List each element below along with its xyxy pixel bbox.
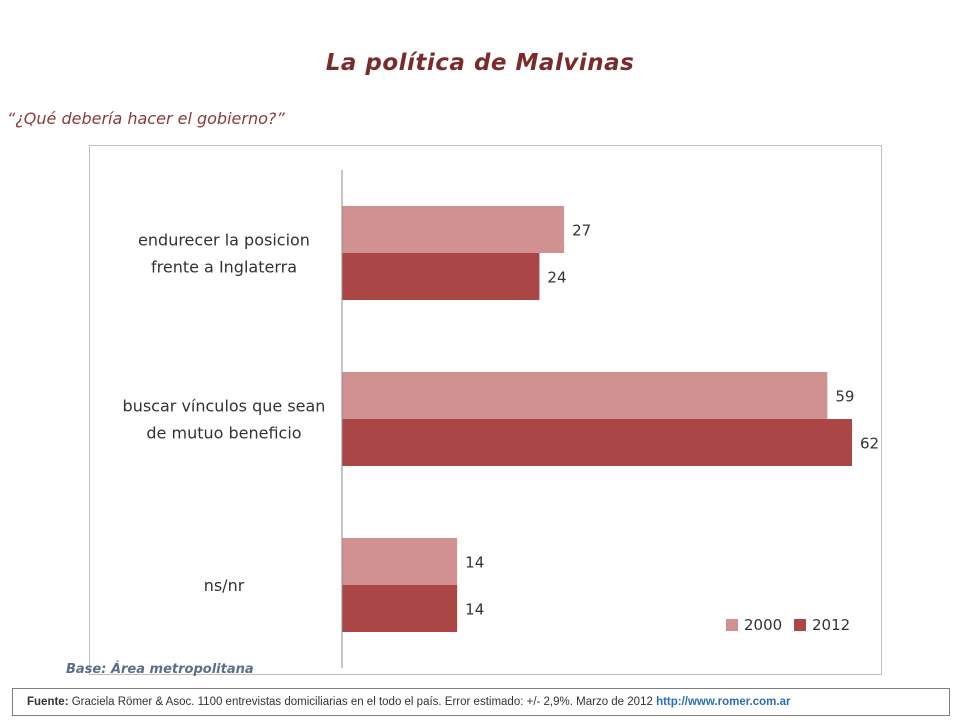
page-title: La política de Malvinas [325,50,635,76]
data-label-2000-cat-2: 59 [835,388,854,406]
bar-2012-cat-3 [342,585,458,632]
bar-2000-cat-1 [342,206,565,253]
source-label: Fuente: [27,696,69,708]
category-label-3-line-1: ns/nr [204,576,245,595]
chart-area: 27 24 endurecer la posicion frente a Inglat… [89,145,882,675]
legend-label-2000: 2000 [744,616,782,634]
category-label-2-line-1: buscar vínculos que sean [123,397,326,416]
bar-chart: 27 24 endurecer la posicion frente a Inglat… [123,170,879,668]
base-note: Base: Área metropolitana [66,662,254,677]
bar-2012-cat-2 [342,419,852,466]
legend-swatch-2000 [726,619,738,631]
data-label-2000-cat-3: 14 [465,554,484,572]
data-label-2012-cat-2: 62 [860,435,879,453]
source-link[interactable]: http://www.romer.com.ar [656,696,791,708]
data-label-2000-cat-1: 27 [572,222,591,240]
source-footer: Fuente: Graciela Römer & Asoc. 1100 entr… [12,688,950,716]
category-label-2-line-2: de mutuo beneficio [146,424,301,443]
category-label-1-line-1: endurecer la posicion [138,231,310,250]
category-label-1-line-2: frente a Inglaterra [151,258,297,277]
data-label-2012-cat-3: 14 [465,601,484,619]
data-label-2012-cat-1: 24 [547,269,566,287]
bar-2000-cat-2 [342,372,828,419]
survey-question: “¿Qué debería hacer el gobierno?” [7,109,285,128]
bar-2012-cat-1 [342,253,540,300]
bar-2000-cat-3 [342,538,458,585]
legend-label-2012: 2012 [812,616,850,634]
legend-swatch-2012 [794,619,806,631]
source-text: Graciela Römer & Asoc. 1100 entrevistas … [68,696,657,708]
